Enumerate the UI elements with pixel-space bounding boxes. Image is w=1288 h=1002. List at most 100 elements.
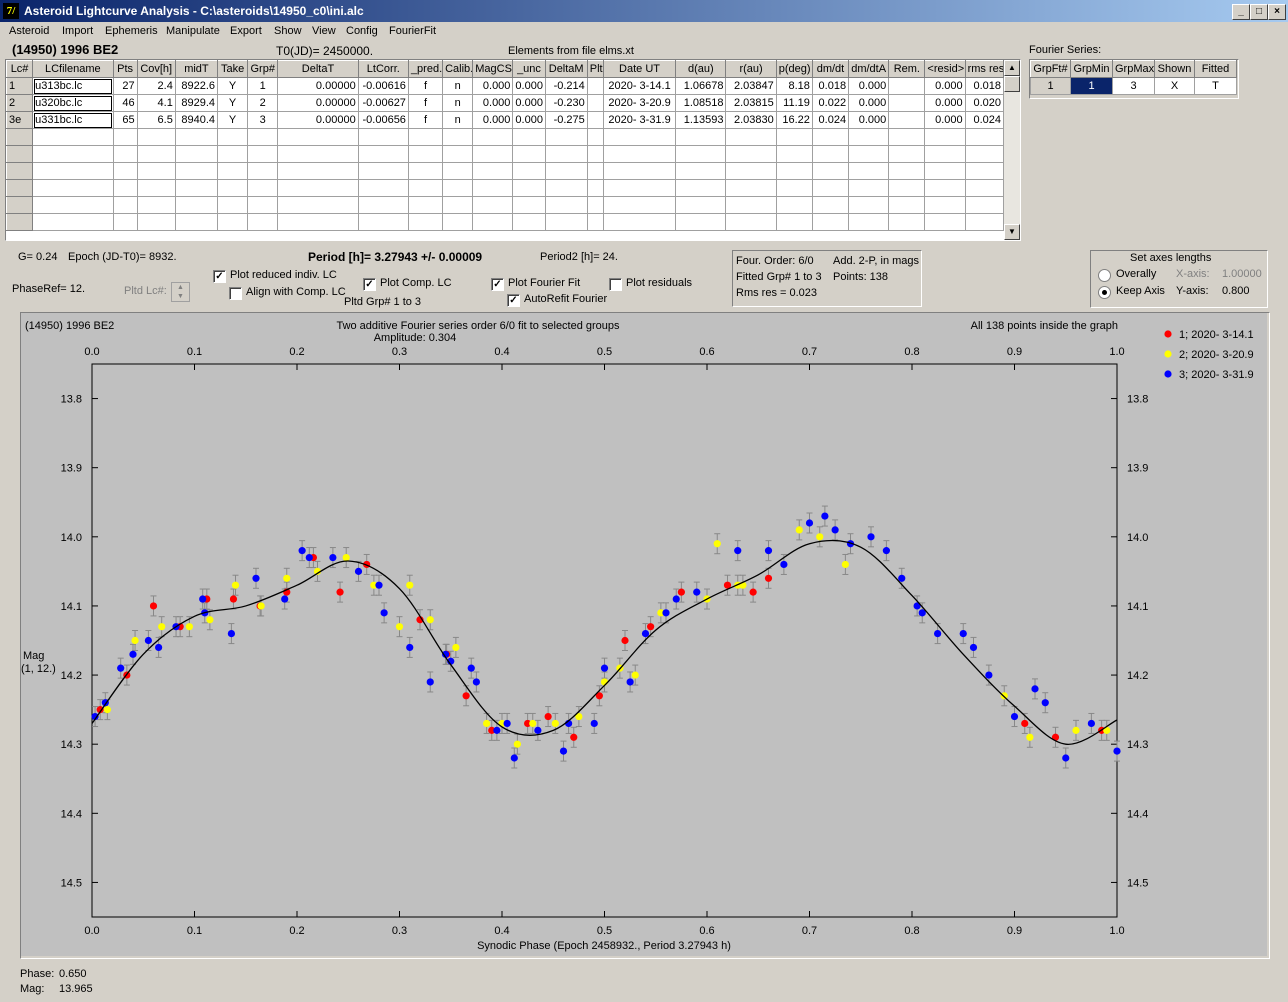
lc-cell[interactable] bbox=[888, 111, 926, 129]
lc-cell[interactable]: 0.000 bbox=[512, 111, 546, 129]
menu-export[interactable]: Export bbox=[230, 25, 262, 37]
lc-cell[interactable]: 0.000 bbox=[848, 77, 890, 95]
lc-cell[interactable] bbox=[586, 162, 604, 180]
lc-cell[interactable] bbox=[602, 196, 677, 214]
lc-table-row[interactable]: 1 u313bc.lc 27 2.4 8922.6 Y 1 0.00000 -0.00616 f n… bbox=[6, 77, 1005, 95]
row-header[interactable]: 2 bbox=[6, 94, 34, 112]
lc-cell[interactable]: 0.000 bbox=[512, 94, 546, 112]
lc-cell[interactable] bbox=[675, 196, 727, 214]
fourier-cell[interactable]: X bbox=[1154, 77, 1195, 95]
lc-cell[interactable]: 0.00000 bbox=[277, 111, 359, 129]
menu-fourierfit[interactable]: FourierFit bbox=[389, 25, 437, 37]
lc-cell[interactable] bbox=[136, 213, 176, 231]
lc-cell[interactable] bbox=[924, 196, 966, 214]
lc-cell[interactable] bbox=[472, 162, 514, 180]
lc-cell[interactable]: 0.024 bbox=[964, 111, 1005, 129]
lc-cell[interactable]: n bbox=[442, 94, 474, 112]
scroll-up-icon[interactable]: ▲ bbox=[1004, 60, 1020, 76]
lc-cell[interactable] bbox=[174, 145, 219, 163]
lc-cell[interactable] bbox=[725, 145, 777, 163]
lc-cell[interactable]: 46 bbox=[112, 94, 138, 112]
lc-col-header[interactable]: DeltaM bbox=[544, 60, 588, 78]
lc-cell[interactable]: 27 bbox=[112, 77, 138, 95]
lc-cell[interactable]: 1 bbox=[247, 77, 279, 95]
lc-cell[interactable] bbox=[924, 213, 966, 231]
lc-cell[interactable] bbox=[848, 145, 890, 163]
lc-cell[interactable] bbox=[174, 196, 219, 214]
lc-cell[interactable]: -0.230 bbox=[544, 94, 588, 112]
lc-cell[interactable] bbox=[247, 213, 279, 231]
lc-cell[interactable] bbox=[247, 196, 279, 214]
lc-cell[interactable] bbox=[811, 179, 850, 197]
lc-cell[interactable]: u320bc.lc bbox=[32, 94, 114, 112]
menu-asteroid[interactable]: Asteroid bbox=[9, 25, 50, 37]
lc-cell[interactable] bbox=[602, 162, 677, 180]
lc-cell[interactable] bbox=[544, 162, 588, 180]
autorefit-checkbox[interactable]: ✓ bbox=[507, 294, 520, 307]
lc-cell[interactable] bbox=[725, 128, 777, 146]
lc-cell[interactable] bbox=[964, 128, 1005, 146]
lc-cell[interactable] bbox=[775, 213, 813, 231]
lc-cell[interactable]: 0.000 bbox=[924, 94, 966, 112]
lc-cell[interactable]: 0.022 bbox=[811, 94, 850, 112]
lc-cell[interactable] bbox=[964, 162, 1005, 180]
lc-cell[interactable] bbox=[112, 145, 138, 163]
lc-cell[interactable] bbox=[848, 128, 890, 146]
lc-cell[interactable] bbox=[586, 94, 604, 112]
plot-comp-checkbox[interactable]: ✓ bbox=[363, 278, 376, 291]
lc-cell[interactable] bbox=[924, 128, 966, 146]
align-comp-checkbox[interactable] bbox=[229, 287, 242, 300]
row-header[interactable] bbox=[6, 213, 34, 231]
lc-cell[interactable] bbox=[174, 128, 219, 146]
lc-col-header[interactable]: Date UT bbox=[602, 60, 677, 78]
lc-table-row[interactable] bbox=[6, 196, 1005, 214]
lc-cell[interactable]: 0.018 bbox=[811, 77, 850, 95]
lc-cell[interactable] bbox=[775, 145, 813, 163]
lc-col-header[interactable]: Rem. bbox=[888, 60, 926, 78]
lc-cell[interactable] bbox=[512, 128, 546, 146]
lc-cell[interactable] bbox=[442, 145, 474, 163]
fourier-cell[interactable]: T bbox=[1194, 77, 1237, 95]
lc-cell[interactable]: 0.000 bbox=[924, 111, 966, 129]
lc-cell[interactable] bbox=[136, 128, 176, 146]
lc-cell[interactable] bbox=[442, 196, 474, 214]
lc-col-header[interactable]: Take bbox=[217, 60, 249, 78]
lc-cell[interactable] bbox=[602, 179, 677, 197]
lc-cell[interactable] bbox=[924, 145, 966, 163]
menu-show[interactable]: Show bbox=[274, 25, 302, 37]
lc-cell[interactable] bbox=[888, 94, 926, 112]
lc-col-header[interactable]: Pts bbox=[112, 60, 138, 78]
lc-cell[interactable] bbox=[136, 196, 176, 214]
lc-cell[interactable] bbox=[675, 162, 727, 180]
lc-cell[interactable]: -0.00616 bbox=[357, 77, 409, 95]
lc-cell[interactable]: n bbox=[442, 77, 474, 95]
lc-cell[interactable]: 1.06678 bbox=[675, 77, 727, 95]
lc-cell[interactable]: n bbox=[442, 111, 474, 129]
lc-cell[interactable] bbox=[811, 162, 850, 180]
lc-col-header[interactable]: MagCS bbox=[472, 60, 514, 78]
lc-cell[interactable] bbox=[811, 128, 850, 146]
lc-cell[interactable] bbox=[888, 128, 926, 146]
lc-cell[interactable] bbox=[586, 145, 604, 163]
lc-cell[interactable]: 0.000 bbox=[848, 94, 890, 112]
lc-cell[interactable] bbox=[888, 196, 926, 214]
lc-cell[interactable] bbox=[848, 196, 890, 214]
lc-col-header[interactable]: <resid> bbox=[924, 60, 966, 78]
lc-cell[interactable] bbox=[217, 179, 249, 197]
lc-cell[interactable] bbox=[112, 162, 138, 180]
menu-ephemeris[interactable]: Ephemeris bbox=[105, 25, 158, 37]
row-header[interactable]: 3e bbox=[6, 111, 34, 129]
lc-col-header[interactable]: p(deg) bbox=[775, 60, 813, 78]
lc-cell[interactable] bbox=[675, 179, 727, 197]
lc-col-header[interactable]: DeltaT bbox=[277, 60, 359, 78]
keep-axis-radio[interactable] bbox=[1098, 286, 1111, 299]
lc-cell[interactable]: -0.275 bbox=[544, 111, 588, 129]
scroll-thumb[interactable] bbox=[1004, 76, 1020, 92]
lc-table-row[interactable] bbox=[6, 145, 1005, 163]
menu-view[interactable]: View bbox=[312, 25, 336, 37]
lc-cell[interactable] bbox=[247, 128, 279, 146]
lc-cell[interactable] bbox=[407, 213, 444, 231]
lc-cell[interactable] bbox=[407, 145, 444, 163]
lc-cell[interactable] bbox=[32, 145, 114, 163]
